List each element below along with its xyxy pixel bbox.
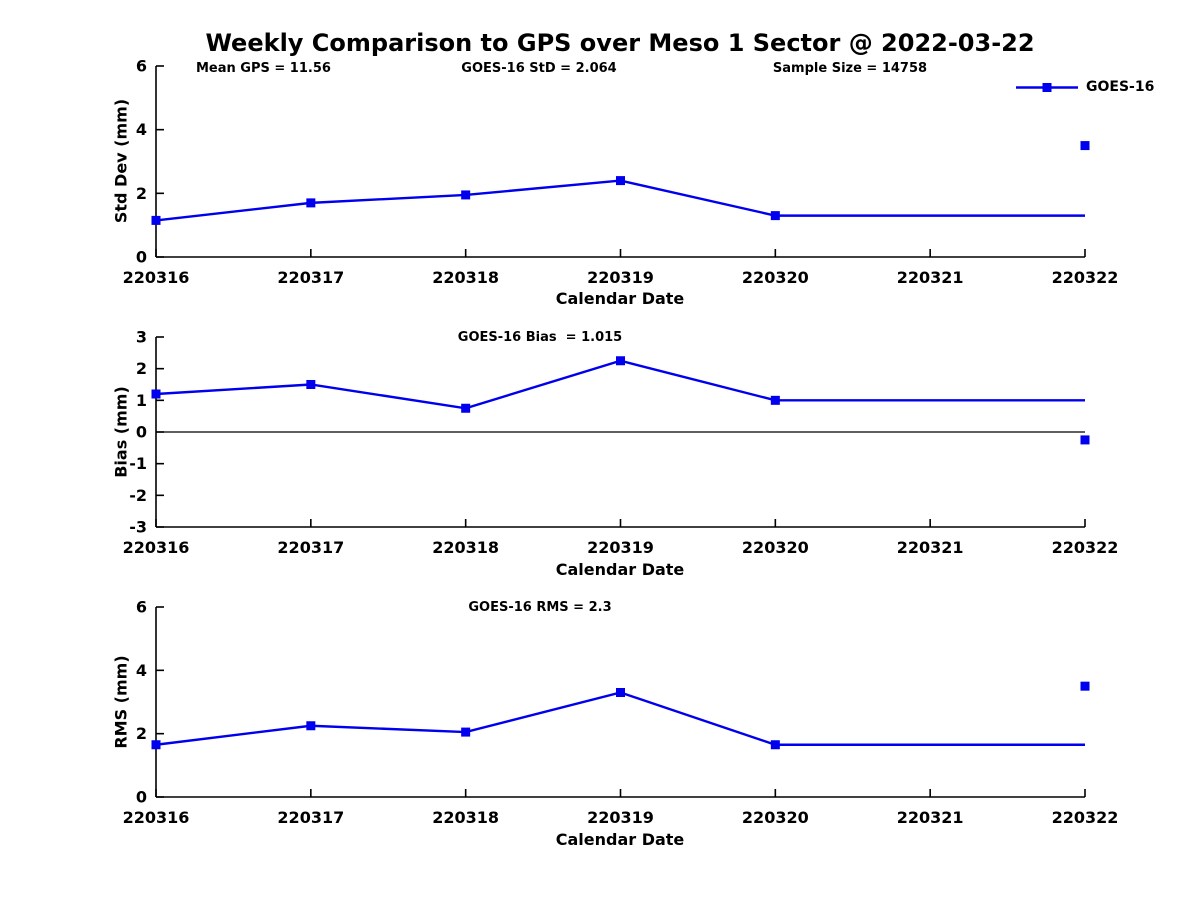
data-point-marker xyxy=(616,688,625,697)
x-tick-label: 220318 xyxy=(432,538,499,557)
y-tick-label: 2 xyxy=(136,359,147,378)
x-axis-label-calendar-date-1: Calendar Date xyxy=(555,289,685,308)
legend-label: GOES-16 xyxy=(1086,79,1155,95)
data-point-marker xyxy=(616,356,625,366)
data-point-marker xyxy=(306,380,316,389)
y-axis-label-bias: Bias (mm) xyxy=(111,386,131,478)
x-tick-label: 220316 xyxy=(123,808,190,827)
x-tick-label: 220322 xyxy=(1052,268,1119,287)
y-axis-label-std-dev: Std Dev (mm) xyxy=(111,98,131,224)
annotation-mean-gps: Mean GPS = 11.56 xyxy=(196,61,331,76)
x-tick-label: 220322 xyxy=(1052,538,1119,557)
y-tick-label: 6 xyxy=(136,598,147,617)
goes16-series-line xyxy=(155,359,1085,410)
x-axis-label-calendar-date-2: Calendar Date xyxy=(555,560,685,579)
x-tick-label: 220318 xyxy=(432,268,499,287)
x-tick-label: 220317 xyxy=(277,808,344,827)
y-tick-label: 2 xyxy=(136,724,147,743)
data-point-marker xyxy=(770,211,780,221)
x-tick-label: 220321 xyxy=(897,538,964,557)
y-tick-label: -3 xyxy=(129,518,147,537)
x-axis-label-calendar-date-3: Calendar Date xyxy=(555,830,685,849)
legend-line-marker-icon xyxy=(1016,82,1078,92)
x-tick-label: 220316 xyxy=(123,538,190,557)
x-tick-label: 220320 xyxy=(742,268,809,287)
goes16-series-line xyxy=(155,179,1085,222)
data-point-marker xyxy=(616,176,625,186)
x-tick-label: 220317 xyxy=(277,268,344,287)
x-tick-label: 220318 xyxy=(432,808,499,827)
isolated-data-point xyxy=(1080,435,1090,445)
chart-title: Weekly Comparison to GPS over Meso 1 Sec… xyxy=(205,29,1035,57)
data-point-marker xyxy=(461,190,471,200)
data-point-marker xyxy=(770,740,780,750)
data-point-marker xyxy=(306,721,316,731)
data-point-marker xyxy=(461,403,471,413)
legend: GOES-16 xyxy=(1016,79,1154,95)
x-tick-label: 220321 xyxy=(897,808,964,827)
x-tick-label: 220316 xyxy=(123,268,190,287)
x-tick-label: 220322 xyxy=(1052,808,1119,827)
x-tick-label: 220320 xyxy=(742,808,809,827)
y-tick-label: 0 xyxy=(136,423,147,442)
isolated-data-point xyxy=(1080,141,1090,151)
y-tick-label: 1 xyxy=(136,391,147,410)
y-tick-label: 4 xyxy=(136,120,147,139)
y-tick-label: 2 xyxy=(136,184,147,203)
data-point-marker xyxy=(151,215,161,225)
x-tick-label: 220317 xyxy=(277,538,344,557)
goes16-series-line xyxy=(155,691,1085,746)
data-point-marker xyxy=(306,198,316,208)
y-tick-label: 0 xyxy=(136,788,147,807)
data-point-marker xyxy=(151,389,161,399)
y-tick-label: -1 xyxy=(129,454,147,473)
isolated-data-point xyxy=(1080,681,1090,691)
annotation-goes16-rms: GOES-16 RMS = 2.3 xyxy=(468,600,612,615)
x-tick-label: 220320 xyxy=(742,538,809,557)
x-tick-label: 220319 xyxy=(587,538,654,557)
annotation-goes16-std: GOES-16 StD = 2.064 xyxy=(461,61,617,76)
y-tick-label: 3 xyxy=(136,328,147,347)
y-tick-label: 6 xyxy=(136,57,147,76)
data-point-marker xyxy=(151,740,161,750)
data-point-marker xyxy=(461,727,471,737)
x-tick-label: 220319 xyxy=(587,808,654,827)
annotation-sample-size: Sample Size = 14758 xyxy=(772,61,928,76)
y-tick-label: 0 xyxy=(136,248,147,267)
y-tick-label: 4 xyxy=(136,661,147,680)
y-axis-label-rms: RMS (mm) xyxy=(111,655,131,749)
annotation-goes16-bias: GOES-16 Bias = 1.015 xyxy=(457,330,623,345)
data-point-marker xyxy=(770,395,780,405)
y-tick-label: -2 xyxy=(129,486,147,505)
x-tick-label: 220319 xyxy=(587,268,654,287)
x-tick-label: 220321 xyxy=(897,268,964,287)
